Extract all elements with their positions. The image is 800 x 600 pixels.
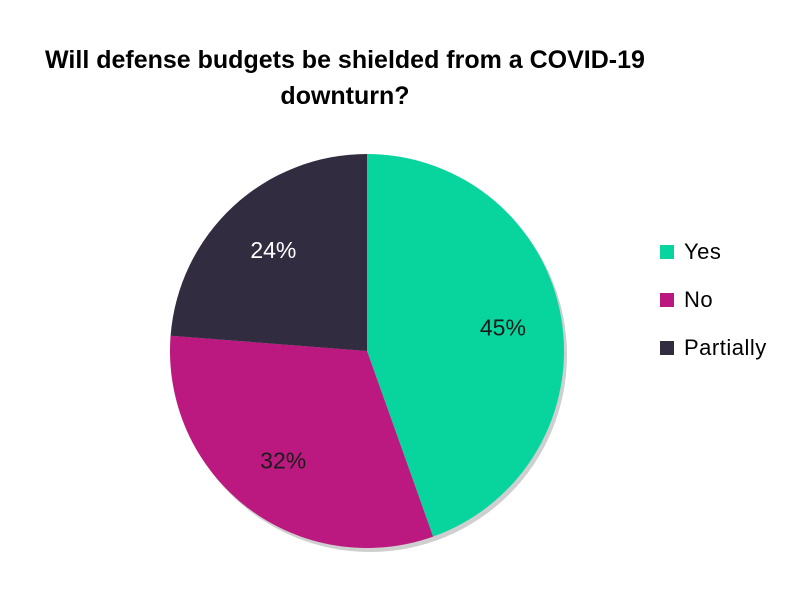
pie-slice-no [169, 335, 434, 548]
pie-slice-partially [170, 154, 367, 351]
data-label-partially: 24% [250, 237, 296, 263]
legend-item-no: No [660, 276, 767, 324]
legend-label: Partially [684, 335, 767, 360]
legend-swatch [660, 245, 674, 259]
chart-title: Will defense budgets be shielded from a … [45, 46, 645, 110]
legend-label: Yes [684, 239, 722, 264]
data-label-yes: 45% [480, 315, 526, 341]
legend-label: No [684, 287, 714, 312]
legend: Yes No Partially [660, 228, 767, 372]
legend-swatch [660, 293, 674, 307]
legend-swatch [660, 341, 674, 355]
data-label-no: 32% [260, 448, 306, 474]
legend-item-yes: Yes [660, 228, 767, 276]
pie-slice-yes [367, 154, 565, 537]
legend-item-partially: Partially [660, 324, 767, 372]
